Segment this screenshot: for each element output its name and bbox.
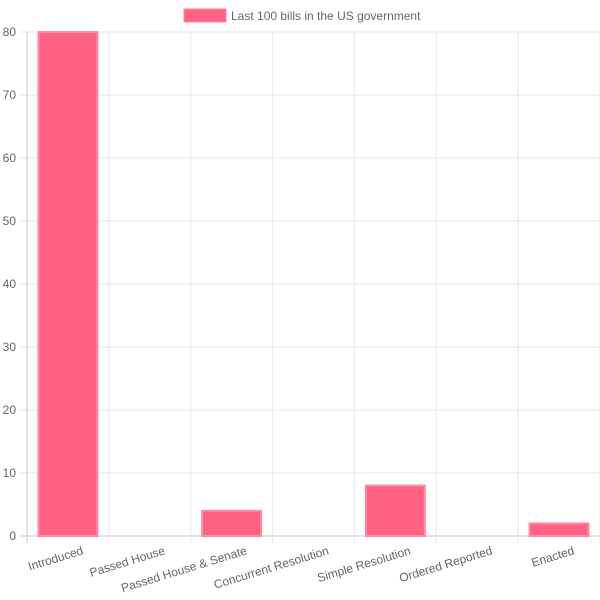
x-tick-label: Simple Resolution <box>316 543 413 585</box>
y-axis-ticks: 0 10 20 30 40 50 60 70 80 <box>3 25 17 543</box>
y-tick-label: 0 <box>9 529 16 543</box>
y-tick-label: 30 <box>3 340 17 354</box>
x-tick-label: Enacted <box>530 543 576 569</box>
bar-simple-resolution[interactable] <box>364 484 426 538</box>
x-tick-label: Ordered Reported <box>397 543 494 585</box>
y-tick-label: 70 <box>3 88 17 102</box>
bars <box>37 31 590 538</box>
y-tick-label: 40 <box>3 277 17 291</box>
y-tick-label: 10 <box>3 466 17 480</box>
bar-introduced[interactable] <box>37 31 99 537</box>
legend[interactable]: Last 100 bills in the US government <box>183 8 421 23</box>
y-tick-label: 20 <box>3 403 17 417</box>
gridlines <box>20 31 600 543</box>
bar-passed-house-senate[interactable] <box>201 509 263 537</box>
legend-label[interactable]: Last 100 bills in the US government <box>231 9 421 23</box>
x-tick-label: Introduced <box>26 543 84 573</box>
y-tick-label: 60 <box>3 151 17 165</box>
y-tick-label: 50 <box>3 214 17 228</box>
bar-enacted[interactable] <box>528 522 590 538</box>
y-tick-label: 80 <box>3 25 17 39</box>
legend-swatch[interactable] <box>183 8 227 23</box>
